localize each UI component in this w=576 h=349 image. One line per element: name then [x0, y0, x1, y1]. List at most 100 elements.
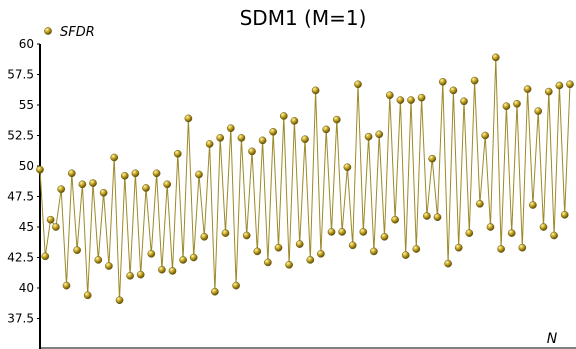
data-point	[136, 270, 145, 279]
data-point	[89, 179, 97, 187]
data-point	[460, 97, 468, 106]
data-point	[417, 93, 426, 102]
data-point	[407, 96, 415, 104]
data-point	[226, 124, 235, 133]
data-point	[534, 107, 543, 115]
data-point	[163, 180, 172, 189]
data-point	[449, 86, 458, 95]
data-point	[348, 241, 357, 250]
data-point	[481, 131, 490, 140]
y-tick-label: 42.5	[7, 251, 34, 265]
data-point	[52, 223, 60, 231]
data-point	[343, 163, 352, 172]
data-point	[401, 251, 410, 259]
data-point	[507, 229, 516, 237]
data-point	[115, 296, 124, 305]
data-point	[322, 125, 331, 134]
data-point	[179, 256, 187, 264]
data-point	[380, 232, 389, 241]
data-point	[518, 243, 527, 252]
data-point	[258, 136, 267, 145]
data-point	[62, 281, 71, 290]
data-point	[147, 249, 156, 258]
legend-marker	[44, 27, 52, 35]
data-point	[311, 86, 320, 95]
y-tick-label: 55	[19, 98, 34, 112]
data-point	[173, 149, 182, 158]
data-point	[359, 228, 368, 236]
data-point	[338, 228, 346, 236]
data-point	[476, 199, 484, 208]
data-point	[57, 185, 66, 194]
data-point	[73, 246, 81, 255]
data-point	[110, 153, 119, 162]
data-point	[539, 223, 548, 231]
data-point	[67, 169, 76, 178]
data-point	[544, 87, 553, 96]
x-axis-label: N	[547, 331, 558, 347]
data-point	[560, 210, 569, 219]
data-point	[317, 249, 325, 258]
data-point	[295, 240, 304, 248]
data-point	[126, 271, 134, 280]
data-point	[189, 253, 198, 262]
data-point	[131, 169, 140, 178]
data-point	[396, 96, 405, 104]
data-point	[94, 256, 103, 264]
data-point	[470, 76, 479, 85]
data-point	[444, 259, 452, 268]
data-point	[354, 80, 362, 89]
y-tick-label: 57.5	[7, 68, 34, 82]
data-point	[142, 184, 150, 192]
data-point	[370, 247, 378, 256]
data-point	[433, 213, 442, 222]
data-point	[211, 287, 219, 296]
legend-label: SFDR	[60, 25, 95, 40]
data-point	[555, 81, 564, 90]
data-point	[279, 112, 288, 120]
data-point	[120, 171, 129, 180]
data-point	[216, 134, 225, 142]
y-tick-label: 60	[19, 37, 34, 51]
y-tick-label: 52.5	[7, 129, 34, 143]
data-point	[46, 215, 55, 224]
data-point	[550, 231, 558, 240]
data-point	[301, 135, 309, 144]
data-point	[285, 260, 293, 269]
data-point	[221, 229, 230, 237]
data-point	[491, 53, 500, 62]
data-point	[152, 169, 161, 178]
data-point	[454, 243, 463, 252]
data-point	[364, 132, 373, 141]
data-point	[327, 228, 336, 236]
y-tick-label: 47.5	[7, 190, 34, 204]
data-point	[428, 154, 437, 163]
data-point	[200, 232, 209, 241]
data-point	[83, 291, 92, 300]
data-point	[105, 262, 113, 270]
data-point	[486, 223, 495, 231]
data-point	[168, 267, 177, 275]
data-point	[232, 281, 240, 290]
data-point	[375, 130, 384, 139]
data-point	[253, 247, 262, 256]
data-point	[529, 201, 537, 209]
data-point	[264, 258, 272, 267]
chart-title: SDM1 (M=1)	[240, 6, 367, 30]
legend: SFDR	[44, 25, 95, 40]
data-point	[465, 229, 474, 237]
data-point	[502, 102, 511, 111]
series-points-group	[36, 53, 574, 305]
data-point	[269, 127, 278, 136]
data-point	[158, 265, 166, 274]
data-point	[205, 140, 214, 148]
data-point	[513, 99, 521, 108]
y-tick-label: 40	[19, 281, 34, 295]
data-point	[566, 80, 574, 89]
data-point	[523, 85, 532, 93]
data-point	[332, 115, 341, 124]
data-point	[36, 165, 44, 174]
data-point	[412, 245, 421, 253]
